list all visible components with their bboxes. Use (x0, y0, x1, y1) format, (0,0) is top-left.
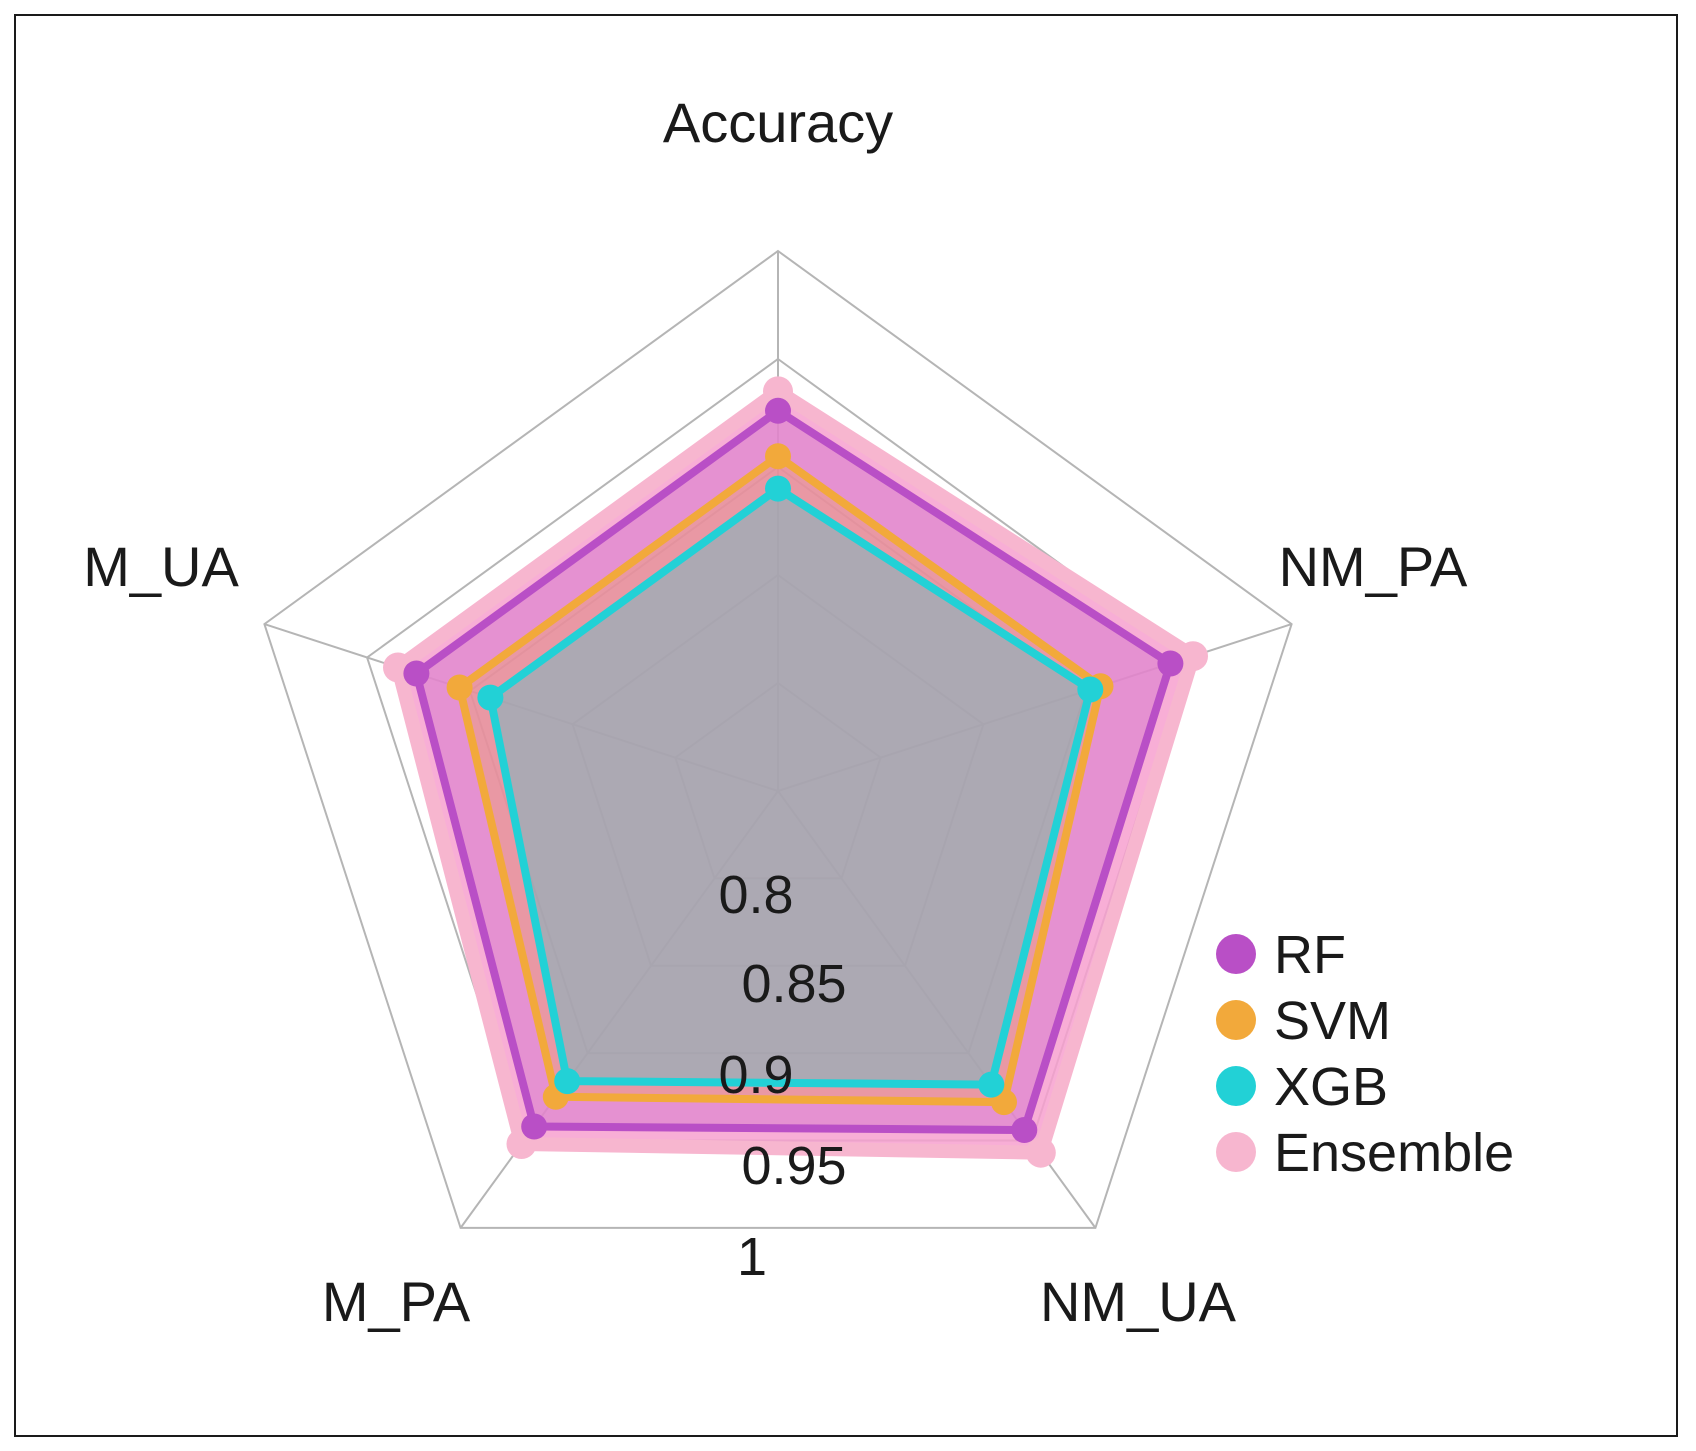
point-svm-m-ua (446, 674, 473, 701)
axis-labels: Accuracy NM_PA NM_UA M_PA M_UA (83, 91, 1468, 1333)
tick-label-0-85: 0.85 (741, 954, 846, 1014)
series-layer (383, 376, 1208, 1168)
chart-frame: Accuracy NM_PA NM_UA M_PA M_UA 0.8 0.85 … (14, 14, 1678, 1437)
point-xgb-m-ua (477, 684, 504, 711)
series-ensemble (383, 376, 1208, 1168)
legend-label-ensemble: Ensemble (1274, 1123, 1514, 1183)
tick-label-0-95: 0.95 (741, 1136, 846, 1196)
legend-label-xgb: XGB (1274, 1057, 1388, 1117)
point-rf-nm-pa (1157, 650, 1184, 677)
point-ensemble-accuracy (763, 376, 793, 407)
legend-marker-xgb (1216, 1066, 1256, 1106)
tick-label-0-8: 0.8 (718, 865, 793, 925)
point-rf-m-pa (521, 1113, 548, 1140)
point-svm-accuracy (765, 443, 791, 470)
series-area-svm (455, 452, 1105, 1107)
legend-label-svm: SVM (1274, 991, 1391, 1051)
point-rf-nm-ua (1011, 1117, 1038, 1143)
series-area-rf (412, 406, 1175, 1134)
axis-label-nm-ua: NM_UA (1040, 1270, 1237, 1333)
point-rf-m-ua (403, 660, 430, 687)
point-xgb-nm-ua (978, 1071, 1005, 1098)
axis-label-m-pa: M_PA (322, 1270, 471, 1333)
legend-marker-rf (1216, 934, 1256, 974)
series-area-xgb (486, 484, 1095, 1089)
legend-marker-ensemble (1216, 1132, 1256, 1172)
radar-chart: Accuracy NM_PA NM_UA M_PA M_UA 0.8 0.85 … (83, 91, 1514, 1333)
series-area-ensemble (391, 384, 1200, 1160)
point-xgb-nm-pa (1077, 676, 1104, 703)
point-ensemble-nm-pa (1178, 641, 1208, 672)
axis-label-nm-pa: NM_PA (1279, 535, 1468, 598)
tick-label-1: 1 (737, 1227, 767, 1287)
axis-label-accuracy: Accuracy (663, 91, 893, 154)
point-xgb-m-pa (554, 1068, 581, 1095)
grid-ring (263, 249, 1293, 1229)
series-svm (446, 443, 1114, 1116)
tick-label-0-9: 0.9 (718, 1045, 793, 1105)
legend-marker-svm (1216, 1000, 1256, 1040)
point-xgb-accuracy (765, 475, 791, 502)
series-xgb (477, 475, 1104, 1098)
axis-label-m-ua: M_UA (83, 535, 239, 598)
tick-labels: 0.8 0.85 0.9 0.95 1 (718, 865, 846, 1287)
series-rf (403, 397, 1184, 1143)
point-rf-accuracy (765, 397, 791, 424)
legend: RF SVM XGB Ensemble (1216, 925, 1514, 1183)
legend-label-rf: RF (1274, 925, 1346, 985)
point-ensemble-nm-ua (1025, 1137, 1056, 1168)
